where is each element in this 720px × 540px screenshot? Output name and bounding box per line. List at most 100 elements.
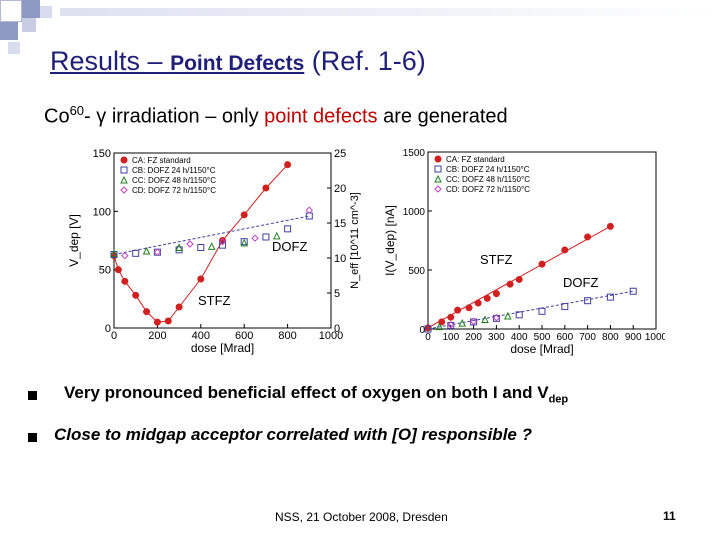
x-tick-label: 200 [148,330,166,342]
bullet-1-text: Very pronounced beneficial effect of oxy… [64,383,549,402]
legend-label: CC: DOFZ 48 h/1150°C [132,176,216,185]
chart-annotation: DOFZ [563,275,598,290]
data-point [240,211,248,219]
data-point [538,260,546,268]
x-tick-label: 700 [579,332,596,343]
data-point [447,313,455,321]
x-axis-label: dose [Mrad] [510,342,573,356]
data-point [132,249,140,257]
y2-tick-label: 10 [334,253,346,265]
data-point [481,315,489,324]
data-point [492,290,500,298]
data-point [121,277,129,285]
data-point [110,249,118,257]
chart-annotation: STFZ [480,252,513,267]
data-point [506,280,514,288]
bullet-2-text: Close to midgap acceptor correlated with… [54,425,532,444]
data-point [561,303,569,311]
data-point [132,291,140,299]
data-point [197,275,205,283]
x-tick-label: 800 [602,332,619,343]
chart-annotation: DOFZ [272,239,307,254]
plot-frame [113,152,332,329]
y-tick-label: 0 [105,323,111,335]
legend-label: CB: DOFZ 24 h/1150°C [446,165,530,174]
data-point [153,248,161,256]
subtitle-prefix: Co [44,105,70,128]
series-line [113,215,310,255]
bullet-1: Very pronounced beneficial effect of oxy… [64,383,568,405]
bullet-marker-1 [28,391,37,400]
y-tick-label: 50 [99,265,111,277]
page-number: 11 [663,509,676,523]
data-point [240,238,248,246]
data-point [153,248,162,256]
data-point [629,287,637,295]
data-point [584,233,592,241]
x-tick-label: 1000 [645,332,665,343]
subtitle-suffix: are generated [377,105,508,128]
legend-label: CC: DOFZ 48 h/1150°C [446,175,530,184]
x-tick-label: 400 [511,332,528,343]
subtitle-sup: 60 [69,103,85,118]
data-point [272,231,281,240]
data-point [164,317,172,325]
x-tick-label: 0 [425,332,431,343]
slide-title: Results – Point Defects (Ref. 1-6) [50,46,426,77]
data-point [454,306,462,314]
legend-label: CD: DOFZ 72 h/1150°C [132,186,216,195]
data-point [218,237,227,246]
legend-label: CA: FZ standard [132,156,191,165]
data-point [447,321,455,329]
data-point [584,297,592,305]
x-tick-label: 600 [556,332,573,343]
subtitle-mid: - γ irradiation – only [84,105,265,128]
legend-marker [434,155,442,163]
y-axis-label: I(V_dep) [nA] [383,205,397,276]
x-tick-label: 500 [534,332,551,343]
x-tick-label: 300 [488,332,505,343]
title-sub: Point Defects [170,52,305,75]
data-point [424,325,432,333]
legend-marker [120,186,128,194]
data-point [515,311,523,319]
legend-marker [434,174,442,183]
x-axis-label: dose [Mrad] [191,341,254,355]
vdep-chart: 0 200 400 600 800 10000501001500510152025N_ef… [67,148,361,355]
x-tick-label: 0 [111,330,117,342]
data-point [483,294,491,302]
data-point [219,241,226,249]
y2-axis-label: N_eff [10^11 cm^-3] [349,192,361,289]
x-tick-label: 100 [442,332,459,343]
y-tick-label: 100 [93,206,111,218]
data-point [435,322,444,331]
legend-label: CA: FZ standard [446,155,505,164]
data-point [175,303,183,311]
legend-marker [434,165,442,173]
footer: NSS, 21 October 2008, Dresden [275,510,448,524]
data-point [175,243,183,251]
data-point [606,222,614,230]
data-point [538,307,546,315]
data-point [474,299,482,307]
y2-tick-label: 0 [334,323,340,335]
data-point [284,161,292,169]
legend-label: CB: DOFZ 24 h/1150°C [132,166,216,175]
x-tick-label: 800 [278,330,296,342]
data-point [503,311,512,320]
y-tick-label: 1500 [403,148,426,159]
x-tick-label: 400 [192,330,210,342]
y-tick-label: 500 [408,266,425,277]
x-tick-label: 900 [625,332,642,343]
data-point [465,304,473,312]
bullet-marker-2 [28,433,37,442]
legend-marker [120,156,128,164]
y-tick-label: 150 [93,148,111,160]
data-point [142,246,151,255]
data-point [515,275,523,283]
data-point [561,246,569,254]
x-tick-label: 200 [465,332,482,343]
current-chart: 0 100 200 300 400 500 600 700 800 900 100005001000… [383,148,665,356]
data-point [284,225,292,233]
title-main: Results – [50,46,171,76]
